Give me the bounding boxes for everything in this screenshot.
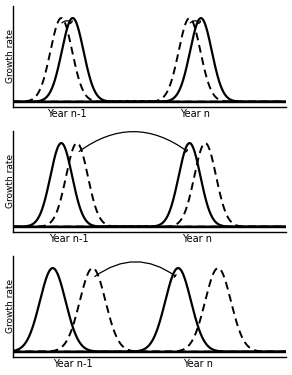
Y-axis label: Growth rate: Growth rate xyxy=(6,154,15,208)
Y-axis label: Growth rate: Growth rate xyxy=(6,279,15,333)
Y-axis label: Growth rate: Growth rate xyxy=(6,29,15,83)
